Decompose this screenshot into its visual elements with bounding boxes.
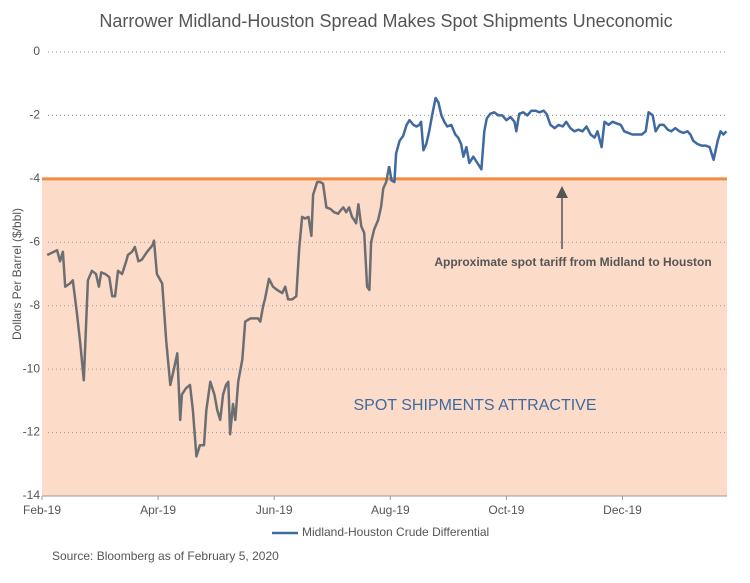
x-tick-label: Apr-19: [140, 503, 176, 517]
y-axis-label: Dollars Per Barrel ($/bbl): [10, 208, 24, 340]
attractive-region: [42, 178, 727, 496]
y-tick-label: -6: [29, 234, 40, 248]
x-tick-label: Oct-19: [488, 503, 524, 517]
legend-label: Midland-Houston Crude Differential: [302, 525, 489, 539]
y-tick-label: -2: [29, 108, 40, 122]
data-line: [387, 96, 728, 184]
y-tick-label: -14: [23, 488, 41, 502]
y-tick-label: -4: [29, 171, 40, 185]
x-tick-label: Feb-19: [23, 503, 61, 517]
data-line: [46, 165, 391, 458]
x-tick-label: Jun-19: [256, 503, 293, 517]
y-tick-label: -8: [29, 298, 40, 312]
y-tick-label: -10: [23, 361, 41, 375]
x-tick-label: Aug-19: [371, 503, 410, 517]
region-label: SPOT SHIPMENTS ATTRACTIVE: [354, 397, 597, 414]
chart-title: Narrower Midland-Houston Spread Makes Sp…: [99, 11, 672, 31]
source-note: Source: Bloomberg as of February 5, 2020: [52, 549, 279, 563]
annotation: Approximate spot tariff from Midland to …: [434, 255, 711, 269]
x-tick-label: Dec-19: [603, 503, 642, 517]
y-tick-label: 0: [33, 44, 40, 58]
y-tick-label: -12: [23, 425, 41, 439]
